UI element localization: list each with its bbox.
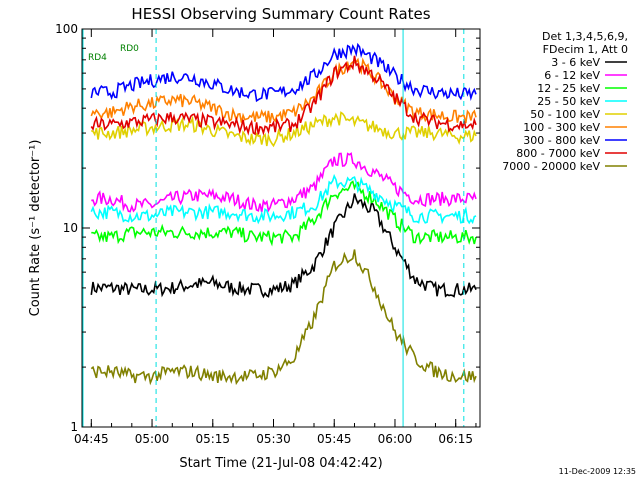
annotation-rd4: RD4 <box>88 53 107 63</box>
series-line-3 <box>90 173 477 225</box>
series-line-6 <box>90 42 477 103</box>
series-line-1 <box>91 152 477 213</box>
footer-date: 11-Dec-2009 12:35 <box>559 467 636 476</box>
y-tick-label-2: 100 <box>55 22 78 36</box>
legend-label-5: 100 - 300 keV <box>523 121 600 134</box>
legend-label-1: 6 - 12 keV <box>544 69 600 82</box>
legend-header-line-2: FDecim 1, Att 0 <box>543 43 628 56</box>
legend-label-4: 50 - 100 keV <box>530 108 600 121</box>
x-tick-label-4: 05:45 <box>317 432 352 446</box>
series-line-7 <box>90 55 477 136</box>
x-tick-label-5: 06:00 <box>378 432 413 446</box>
x-tick-label-3: 05:30 <box>256 432 291 446</box>
y-axis-label: Count Rate (s⁻¹ detector⁻¹) <box>28 140 43 317</box>
x-tick-label-2: 05:15 <box>195 432 230 446</box>
legend-label-6: 300 - 800 keV <box>523 134 600 147</box>
series-line-5 <box>90 57 477 124</box>
legend-header-line-1: Det 1,3,4,5,6,9, <box>542 30 628 43</box>
series-line-2 <box>91 180 477 247</box>
legend-label-3: 25 - 50 keV <box>537 95 600 108</box>
x-axis-label: Start Time (21-Jul-08 04:42:42) <box>179 456 382 471</box>
annotation-rd0: RD0 <box>120 44 139 54</box>
series-layer <box>90 42 477 386</box>
series-line-0 <box>90 193 477 299</box>
x-tick-label-0: 04:45 <box>74 432 109 446</box>
legend-label-0: 3 - 6 keV <box>551 56 600 69</box>
legend-label-7: 800 - 7000 keV <box>516 147 600 160</box>
series-line-4 <box>90 111 477 148</box>
chart-title: HESSI Observing Summary Count Rates <box>131 5 430 23</box>
y-tick-label-0: 1 <box>70 420 78 434</box>
y-tick-label-1: 10 <box>63 221 78 235</box>
series-line-8 <box>90 249 477 386</box>
legend-label-2: 12 - 25 keV <box>537 82 600 95</box>
legend: Det 1,3,4,5,6,9, FDecim 1, Att 0 3 - 6 k… <box>502 30 628 173</box>
axes-layer: 04:45 05:00 05:15 05:30 05:45 06:00 06:15 1 10 10… <box>55 22 480 446</box>
x-tick-label-1: 05:00 <box>135 432 170 446</box>
x-tick-label-6: 06:15 <box>438 432 473 446</box>
legend-label-8: 7000 - 20000 keV <box>502 160 600 173</box>
